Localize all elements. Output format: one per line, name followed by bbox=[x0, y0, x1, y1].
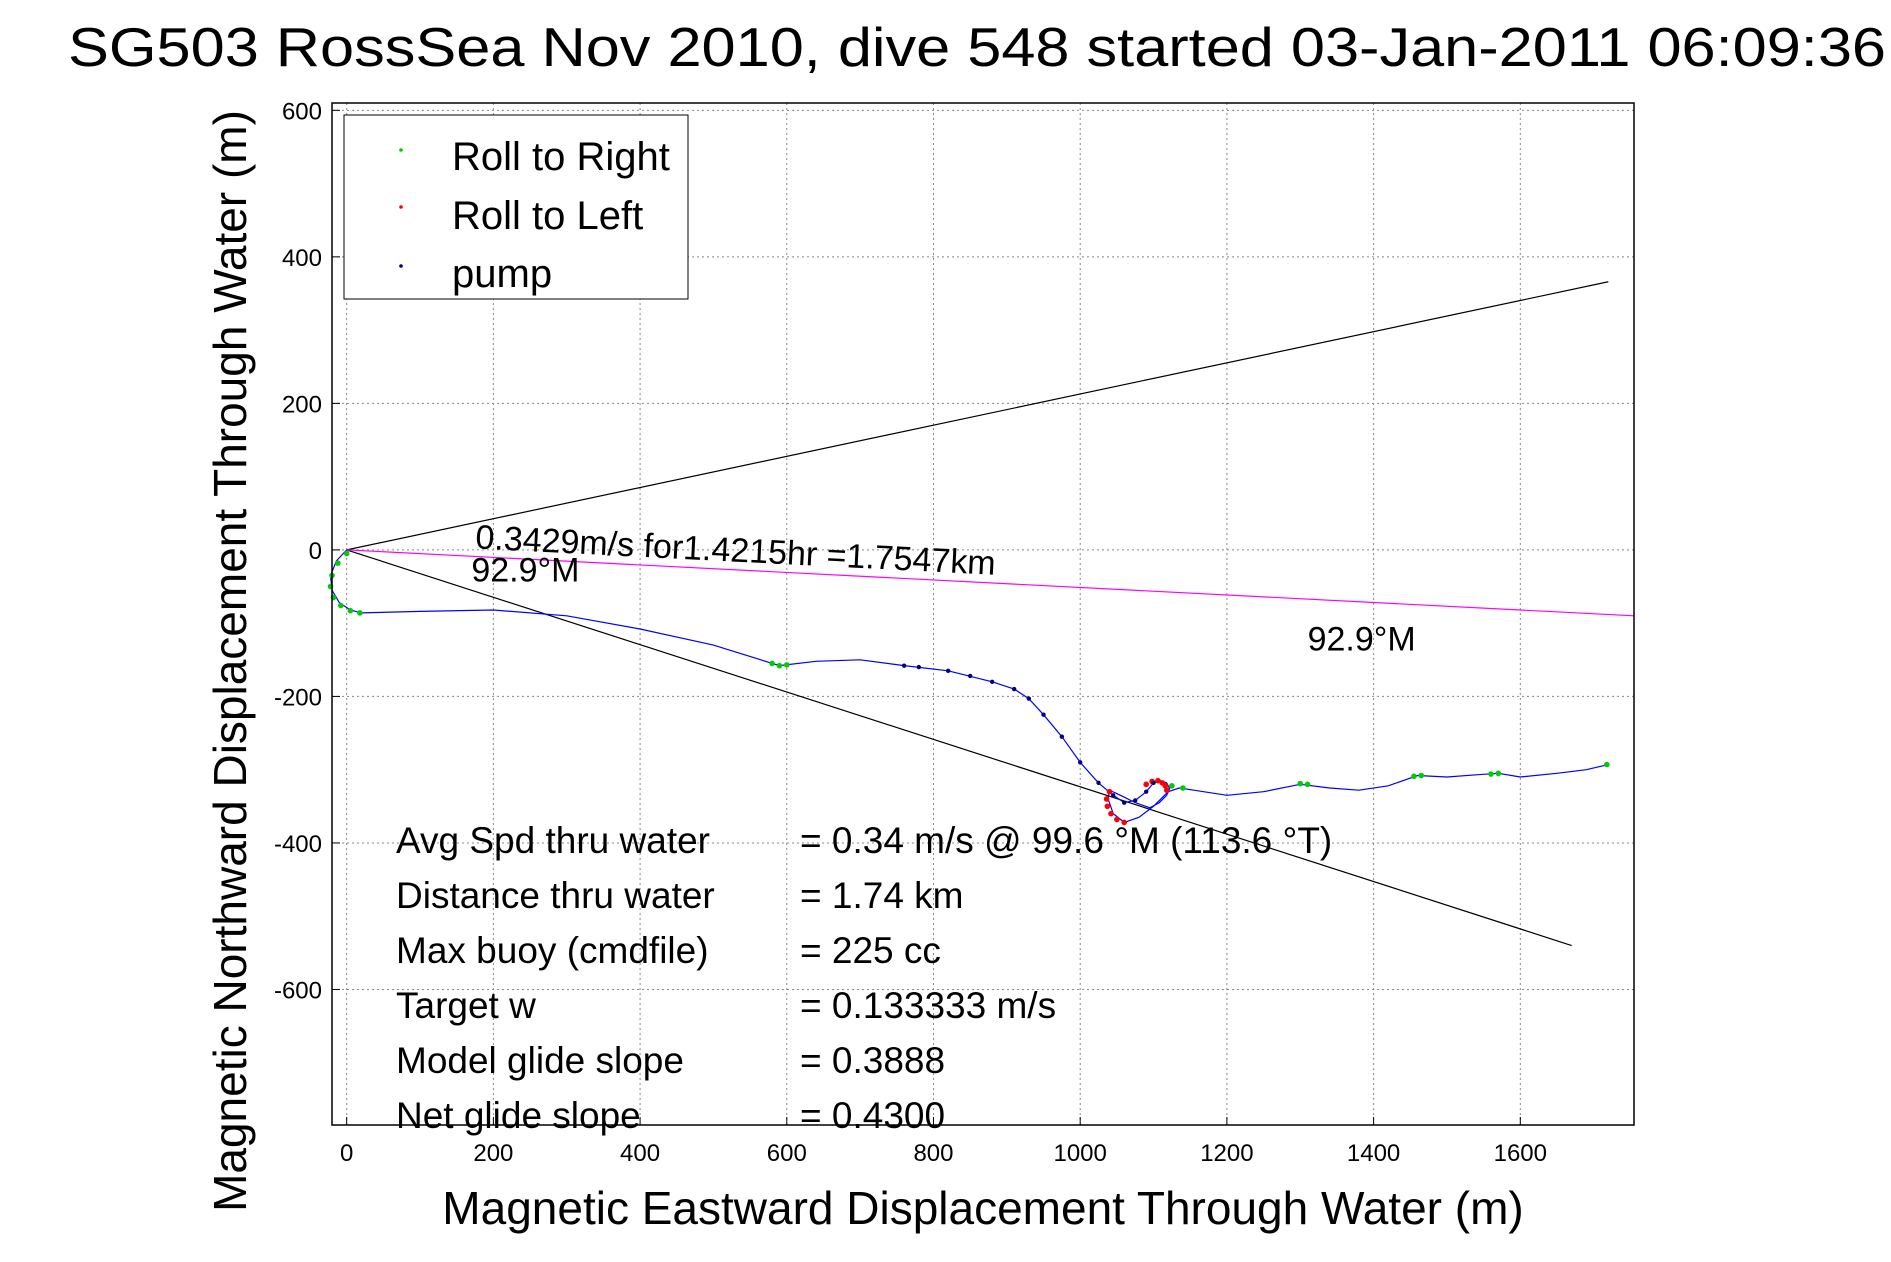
grid-layer bbox=[332, 103, 1634, 1125]
roll-right-point bbox=[1604, 761, 1610, 768]
y-tick-label: 0 bbox=[309, 538, 322, 565]
roll-left-point bbox=[1106, 788, 1113, 795]
legend-marker-roll-right bbox=[399, 148, 403, 152]
y-tick-label: -400 bbox=[274, 831, 322, 858]
reference-lines bbox=[346, 281, 1635, 947]
pump-point bbox=[1059, 734, 1065, 739]
roll-right-point bbox=[769, 660, 775, 667]
stats-block: Avg Spd thru water = 0.34 m/s @ 99.6 °M … bbox=[396, 820, 1332, 1136]
roll-left-point bbox=[1162, 782, 1169, 789]
points-layer bbox=[327, 550, 1610, 826]
roll-right-point bbox=[335, 560, 341, 566]
pump-point bbox=[1151, 780, 1156, 786]
x-tick-label: 1400 bbox=[1347, 1140, 1400, 1167]
pump-point bbox=[1041, 712, 1046, 717]
pump-point bbox=[989, 679, 995, 684]
x-tick-label: 200 bbox=[473, 1140, 513, 1167]
chart-title: SG503 RossSea Nov 2010, dive 548 started… bbox=[68, 16, 1886, 78]
pump-point bbox=[967, 673, 973, 679]
x-tick-label: 0 bbox=[340, 1140, 353, 1167]
roll-right-point bbox=[783, 662, 790, 668]
legend-label-pump: pump bbox=[452, 252, 552, 296]
y-tick-label: 600 bbox=[282, 98, 322, 125]
stat-label: Distance thru water bbox=[396, 875, 715, 916]
pump-point bbox=[1077, 760, 1083, 765]
roll-left-point bbox=[1114, 816, 1120, 823]
roll-left-point bbox=[1103, 796, 1110, 802]
stat-value: = 225 cc bbox=[800, 930, 941, 971]
roll-left-point bbox=[1108, 810, 1114, 817]
roll-right-point bbox=[347, 607, 354, 614]
roll-right-point bbox=[1297, 780, 1304, 787]
x-tick-label: 400 bbox=[620, 1140, 660, 1167]
legend-marker-roll-left bbox=[399, 205, 403, 209]
stat-label: Avg Spd thru water bbox=[396, 820, 710, 861]
heading-line bbox=[346, 549, 1572, 947]
legend-marker-pump bbox=[399, 264, 403, 268]
heading-line bbox=[346, 281, 1609, 551]
roll-right-point bbox=[1180, 785, 1186, 791]
x-axis-label: Magnetic Eastward Displacement Through W… bbox=[442, 1182, 1523, 1234]
stat-label: Net glide slope bbox=[396, 1095, 641, 1136]
roll-right-point bbox=[357, 610, 363, 616]
stat-value: = 1.74 km bbox=[800, 875, 964, 916]
legend-label-roll-right: Roll to Right bbox=[452, 135, 670, 179]
roll-left-point bbox=[1121, 819, 1128, 826]
roll-right-point bbox=[1169, 782, 1175, 789]
roll-right-point bbox=[1418, 772, 1425, 779]
pump-point bbox=[1133, 798, 1138, 803]
heading-line bbox=[346, 549, 1635, 617]
roll-left-point bbox=[1104, 803, 1111, 810]
y-tick-label: 200 bbox=[282, 391, 322, 418]
pump-point bbox=[1144, 789, 1149, 794]
roll-left-point bbox=[1155, 777, 1161, 784]
pump-point bbox=[1096, 780, 1101, 786]
stat-value: = 0.34 m/s @ 99.6 °M (113.6 °T) bbox=[800, 820, 1332, 861]
plot-frame bbox=[331, 102, 1635, 1126]
tick-labels: 0 200 400 600 800 1000 1200 1400 1600 600 400 200 0 -… bbox=[274, 98, 1547, 1167]
x-tick-label: 600 bbox=[767, 1140, 807, 1167]
x-tick-label: 1000 bbox=[1053, 1140, 1106, 1167]
roll-right-point bbox=[343, 550, 350, 557]
annotation-heading1: 92.9°M bbox=[471, 551, 579, 589]
pump-point bbox=[1122, 800, 1127, 805]
annotation-heading2: 92.9°M bbox=[1308, 620, 1416, 658]
stat-value: = 0.3888 bbox=[800, 1040, 945, 1081]
roll-right-point bbox=[1488, 771, 1494, 777]
roll-right-point bbox=[1411, 773, 1417, 780]
roll-left-point bbox=[1163, 787, 1170, 793]
legend-label-roll-left: Roll to Left bbox=[452, 194, 643, 238]
x-tick-label: 1600 bbox=[1494, 1140, 1547, 1167]
pump-point bbox=[1111, 793, 1116, 798]
y-axis-label: Magnetic Northward Displacement Through … bbox=[204, 110, 256, 1212]
y-tick-label: 400 bbox=[282, 245, 322, 272]
pump-point bbox=[945, 668, 951, 673]
stat-value: = 0.133333 m/s bbox=[800, 985, 1056, 1026]
y-tick-label: -600 bbox=[274, 977, 322, 1004]
stat-value: = 0.4300 bbox=[800, 1095, 945, 1136]
pump-point bbox=[1026, 696, 1032, 701]
roll-right-point bbox=[1495, 770, 1502, 777]
x-tick-label: 1200 bbox=[1200, 1140, 1253, 1167]
roll-right-point bbox=[338, 602, 344, 609]
roll-right-point bbox=[776, 662, 783, 669]
y-tick-label: -200 bbox=[274, 684, 322, 711]
stat-label: Max buoy (cmdfile) bbox=[396, 930, 709, 971]
stat-label: Target w bbox=[396, 985, 536, 1026]
pump-point bbox=[916, 664, 922, 670]
x-tick-label: 800 bbox=[913, 1140, 953, 1167]
roll-right-point bbox=[1304, 781, 1311, 788]
roll-left-point bbox=[1143, 781, 1150, 788]
stat-label: Model glide slope bbox=[396, 1040, 684, 1081]
pump-point bbox=[1011, 686, 1017, 692]
pump-point bbox=[901, 663, 907, 668]
legend: Roll to Right Roll to Left pump bbox=[343, 114, 689, 300]
